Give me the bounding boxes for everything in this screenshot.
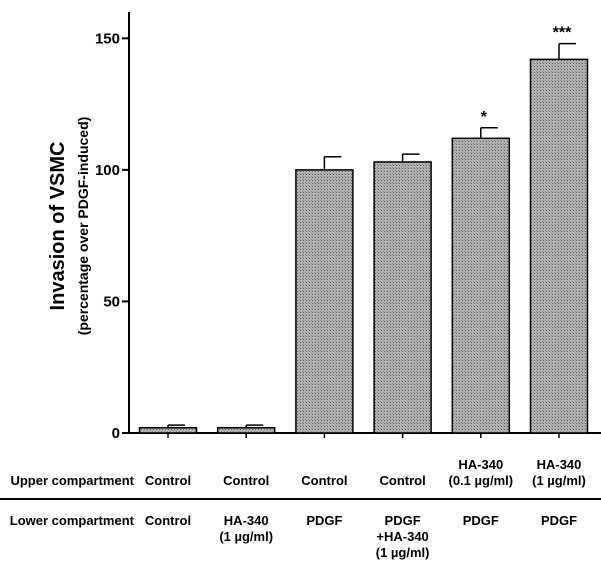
upper-compartment-cell: (1 µg/ml) — [532, 473, 586, 488]
bar — [529, 58, 589, 434]
bars: **** — [138, 25, 589, 434]
upper-compartment-cell: HA-340 — [537, 457, 582, 472]
y-tick-label: 50 — [103, 293, 120, 310]
upper-compartment-cell: (0.1 µg/ml) — [449, 473, 514, 488]
upper-compartment-cell: Control — [379, 473, 425, 488]
lower-compartment-cell: PDGF — [463, 513, 499, 528]
lower-compartment-cell: PDGF — [541, 513, 577, 528]
lower-compartment-cell: HA-340 — [224, 513, 269, 528]
significance-mark: * — [481, 109, 488, 126]
y-tick-label: 100 — [95, 162, 120, 179]
bar — [216, 426, 276, 434]
upper-compartment-cell: Control — [301, 473, 347, 488]
y-axis-subtitle: (percentage over PDGF-induced) — [75, 117, 91, 336]
upper-compartment-cell: Control — [223, 473, 269, 488]
lower-compartment-cell: (1 µg/ml) — [376, 545, 430, 560]
axes: 0 50 100 150 — [95, 12, 601, 442]
y-tick-label: 150 — [95, 30, 120, 47]
upper-compartment-cell: HA-340 — [458, 457, 503, 472]
significance-mark: *** — [553, 25, 572, 42]
upper-compartment-cell: Control — [145, 473, 191, 488]
lower-compartment-label: Lower compartment — [10, 513, 135, 528]
lower-compartment-cell: PDGF — [306, 513, 342, 528]
y-axis-title: Invasion of VSMC — [47, 142, 69, 311]
lower-compartment-cell: (1 µg/ml) — [219, 529, 273, 544]
lower-compartment-cell: PDGF — [385, 513, 421, 528]
bar — [295, 169, 354, 434]
bar — [138, 426, 198, 434]
y-tick-label: 0 — [112, 425, 120, 442]
compartment-table: Upper compartment Control Control Control Co… — [0, 457, 601, 560]
lower-compartment-cell: +HA-340 — [376, 529, 428, 544]
lower-compartment-cell: Control — [145, 513, 191, 528]
bar — [373, 161, 432, 434]
bar — [451, 137, 511, 434]
upper-compartment-label: Upper compartment — [10, 473, 134, 488]
